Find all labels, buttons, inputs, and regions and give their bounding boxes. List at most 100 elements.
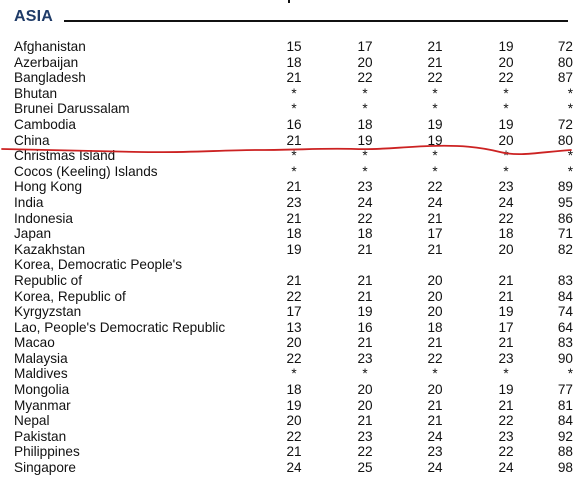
value-cell: 21 (427, 210, 443, 226)
value-cell: 20 (357, 382, 373, 398)
country-name: Singapore (14, 460, 76, 476)
table-row: India 23 24 24 24 95 (14, 194, 573, 211)
country-name: Malaysia (14, 350, 68, 366)
value-cell: 74 (557, 304, 573, 320)
country-name: Brunei Darussalam (14, 101, 130, 117)
value-cell: 98 (557, 460, 573, 476)
country-name: Myanmar (14, 397, 71, 413)
value-cell: * (432, 148, 438, 164)
value-cell: 22 (286, 288, 302, 304)
value-cell: 23 (357, 428, 373, 444)
value-cell: 19 (498, 39, 514, 54)
table-row: Cambodia 16 18 19 19 72 (14, 116, 573, 133)
table-row: Afghanistan 15 17 21 19 72 (14, 39, 573, 55)
value-cell: 13 (286, 319, 302, 335)
table-row: Brunei Darussalam * * * * * (14, 101, 573, 117)
value-cell: 24 (357, 194, 373, 210)
value-cell: * (291, 101, 297, 117)
value-cell: 21 (286, 179, 302, 195)
table-row: Indonesia 21 22 21 22 86 (14, 210, 573, 227)
value-cell: 19 (498, 116, 514, 132)
value-cell: * (432, 163, 438, 179)
country-name: Republic of (14, 272, 83, 288)
value-cell: 24 (427, 428, 443, 444)
table-row: Malaysia 22 23 22 23 90 (14, 350, 573, 367)
value-cell: 18 (286, 382, 302, 398)
value-cell: 82 (557, 241, 573, 257)
value-cell: 21 (357, 413, 373, 429)
value-cell: * (362, 366, 368, 382)
country-name: Lao, People's Democratic Republic (14, 319, 226, 335)
value-cell: 21 (357, 272, 373, 288)
value-cell: 21 (427, 397, 443, 413)
value-cell: 21 (427, 241, 443, 257)
table-row: China 21 19 19 20 80 (14, 132, 573, 149)
value-cell: * (362, 148, 368, 164)
value-cell: * (291, 366, 297, 382)
value-cell: 23 (498, 179, 514, 195)
value-cell: 18 (286, 226, 302, 242)
country-name: Kyrgyzstan (14, 304, 82, 320)
value-cell: 18 (357, 226, 373, 242)
table-row: Maldives * * * * * (14, 366, 573, 382)
country-name: Korea, Democratic People's (14, 257, 183, 273)
table-row: Hong Kong 21 23 22 23 89 (14, 179, 573, 195)
value-cell: 23 (427, 444, 443, 460)
value-cell: 17 (498, 319, 514, 335)
country-name: Bhutan (14, 85, 58, 101)
value-cell: 15 (286, 39, 302, 54)
value-cell: 21 (357, 288, 373, 304)
table-row: Japan 18 18 17 18 71 (14, 226, 573, 242)
value-cell: 87 (557, 70, 573, 86)
value-cell: 20 (357, 54, 373, 70)
country-name: Kazakhstan (14, 241, 86, 257)
value-cell: * (503, 85, 509, 101)
value-cell: 19 (427, 116, 443, 132)
value-cell: 22 (286, 350, 302, 366)
table-row: Cocos (Keeling) Islands * * * * * (14, 163, 573, 180)
value-cell: 22 (498, 70, 514, 86)
value-cell: 21 (498, 288, 514, 304)
value-cell: 89 (557, 179, 573, 195)
country-name: Hong Kong (14, 179, 83, 195)
value-cell: 21 (427, 335, 443, 351)
table-row: Azerbaijan 18 20 21 20 80 (14, 54, 573, 71)
country-name: Azerbaijan (14, 54, 79, 70)
country-name: Mongolia (14, 382, 70, 398)
value-cell: * (567, 85, 573, 101)
value-cell: * (567, 366, 573, 382)
value-cell: 21 (286, 132, 302, 148)
country-name: Pakistan (14, 428, 67, 444)
value-cell: 17 (427, 226, 443, 242)
value-cell: * (291, 148, 297, 164)
value-cell: 19 (498, 304, 514, 320)
value-cell: * (432, 366, 438, 382)
country-name: Indonesia (14, 210, 73, 226)
value-cell: 21 (357, 335, 373, 351)
value-cell: 20 (427, 304, 443, 320)
table-row: Macao 20 21 21 21 83 (14, 335, 573, 351)
country-table: Afghanistan 15 17 21 19 72 Azerbaijan 18 20 21 20 8… (14, 39, 573, 476)
value-cell: 72 (557, 39, 573, 54)
country-name: Afghanistan (14, 39, 86, 54)
value-cell: 24 (427, 460, 443, 476)
section-header: ASIA (14, 6, 568, 28)
value-cell: * (567, 163, 573, 179)
value-cell: 71 (557, 226, 573, 242)
country-name: Japan (14, 226, 52, 242)
country-name: Bangladesh (14, 70, 86, 86)
table-row: Bhutan * * * * * (14, 85, 573, 102)
value-cell: * (503, 101, 509, 117)
table-row: Pakistan 22 23 24 23 92 (14, 428, 573, 445)
section-title: ASIA (14, 8, 54, 25)
value-cell: 22 (498, 444, 514, 460)
value-cell: 19 (498, 382, 514, 398)
value-cell: 83 (557, 335, 573, 351)
value-cell: * (362, 85, 368, 101)
value-cell: 21 (427, 413, 443, 429)
table-row: Nepal 20 21 21 22 84 (14, 413, 573, 429)
country-name: Nepal (14, 413, 50, 429)
value-cell: * (432, 85, 438, 101)
value-cell: 21 (498, 335, 514, 351)
value-cell: 24 (286, 460, 302, 476)
